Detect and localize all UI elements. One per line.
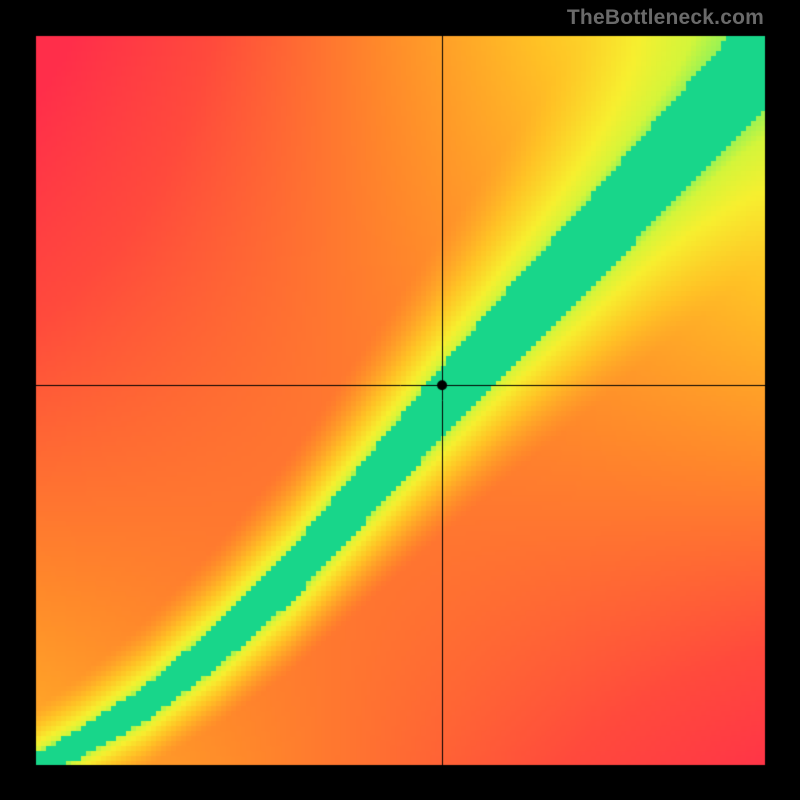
bottleneck-heatmap [0, 0, 800, 800]
watermark-text: TheBottleneck.com [567, 6, 764, 30]
